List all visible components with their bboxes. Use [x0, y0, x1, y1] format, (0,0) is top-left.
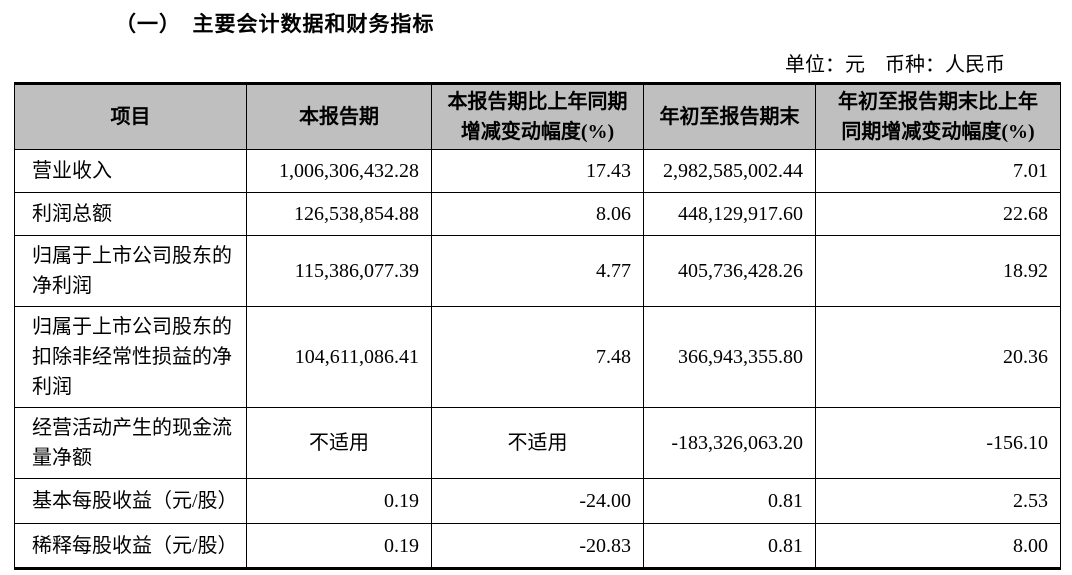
table-row-net-profit-excluding-nonrecurring: 归属于上市公司股东的扣除非经常性损益的净利润 104,611,086.41 7.… [14, 306, 1061, 408]
col-header-item: 项目 [14, 83, 247, 150]
table-row-operating-cash-flow: 经营活动产生的现金流量净额 不适用 不适用 -183,326,063.20 -1… [14, 407, 1061, 479]
cell-ytd-change: 22.68 [815, 192, 1061, 236]
unit-currency-note: 单位：元 币种：人民币 [785, 54, 1005, 76]
cell-item: 归属于上市公司股东的扣除非经常性损益的净利润 [14, 306, 247, 408]
col-header-current-period: 本报告期 [246, 83, 432, 150]
cell-current-period-change: 17.43 [431, 149, 644, 193]
cell-item: 基本每股收益（元/股） [14, 478, 247, 524]
cell-current-period-change: -20.83 [431, 523, 644, 569]
cell-ytd: 405,736,428.26 [643, 235, 816, 307]
cell-current-period: 1,006,306,432.28 [246, 149, 432, 193]
cell-ytd: 448,129,917.60 [643, 192, 816, 236]
cell-ytd-change: 7.01 [815, 149, 1061, 193]
cell-ytd: 2,982,585,002.44 [643, 149, 816, 193]
cell-ytd-change: 20.36 [815, 306, 1061, 408]
col-header-ytd-change: 年初至报告期末比上年 同期增减变动幅度(%) [815, 83, 1061, 150]
table-row-basic-eps: 基本每股收益（元/股） 0.19 -24.00 0.81 2.53 [14, 478, 1061, 524]
cell-ytd: 366,943,355.80 [643, 306, 816, 408]
cell-item: 营业收入 [14, 149, 247, 193]
cell-current-period: 104,611,086.41 [246, 306, 432, 408]
section-title: （一） 主要会计数据和财务指标 [115, 12, 435, 36]
cell-item: 归属于上市公司股东的净利润 [14, 235, 247, 307]
table-row-operating-revenue: 营业收入 1,006,306,432.28 17.43 2,982,585,00… [14, 149, 1061, 193]
cell-current-period-change: 4.77 [431, 235, 644, 307]
cell-current-period: 不适用 [246, 407, 432, 479]
cell-ytd-change: 18.92 [815, 235, 1061, 307]
cell-ytd-change: -156.10 [815, 407, 1061, 479]
col-header-ytd: 年初至报告期末 [643, 83, 816, 150]
table-header-row: 项目 本报告期 本报告期比上年同期 增减变动幅度(%) 年初至报告期末 年初至报… [14, 83, 1061, 150]
cell-current-period-change: 8.06 [431, 192, 644, 236]
cell-item: 经营活动产生的现金流量净额 [14, 407, 247, 479]
key-financial-indicators-table: 项目 本报告期 本报告期比上年同期 增减变动幅度(%) 年初至报告期末 年初至报… [14, 82, 1061, 570]
cell-current-period: 0.19 [246, 478, 432, 524]
table-row-net-profit-attributable: 归属于上市公司股东的净利润 115,386,077.39 4.77 405,73… [14, 235, 1061, 307]
cell-ytd-change: 8.00 [815, 523, 1061, 569]
cell-current-period: 0.19 [246, 523, 432, 569]
cell-current-period: 126,538,854.88 [246, 192, 432, 236]
cell-current-period-change: 7.48 [431, 306, 644, 408]
cell-item: 稀释每股收益（元/股） [14, 523, 247, 569]
cell-ytd: 0.81 [643, 523, 816, 569]
cell-ytd: -183,326,063.20 [643, 407, 816, 479]
cell-current-period: 115,386,077.39 [246, 235, 432, 307]
cell-current-period-change: -24.00 [431, 478, 644, 524]
table-row-total-profit: 利润总额 126,538,854.88 8.06 448,129,917.60 … [14, 192, 1061, 236]
col-header-current-period-change: 本报告期比上年同期 增减变动幅度(%) [431, 83, 644, 150]
table-row-diluted-eps: 稀释每股收益（元/股） 0.19 -20.83 0.81 8.00 [14, 523, 1061, 569]
cell-ytd: 0.81 [643, 478, 816, 524]
cell-current-period-change: 不适用 [431, 407, 644, 479]
cell-item: 利润总额 [14, 192, 247, 236]
cell-ytd-change: 2.53 [815, 478, 1061, 524]
